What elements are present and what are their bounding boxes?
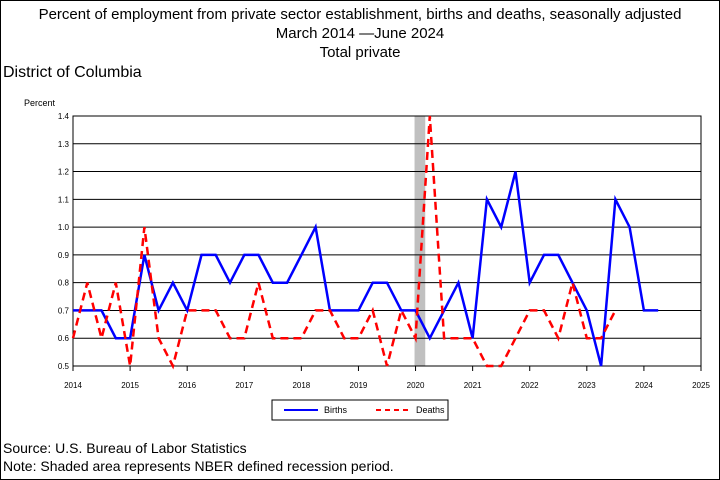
y-tick-label: 1.0 xyxy=(58,223,70,232)
y-tick-label: 0.5 xyxy=(58,362,70,371)
chart-subtitle: Total private xyxy=(319,44,401,61)
x-tick-label: 2025 xyxy=(692,381,710,390)
y-axis-label: Percent xyxy=(24,98,56,108)
x-tick-label: 2024 xyxy=(635,381,653,390)
recession-band xyxy=(414,116,426,366)
y-tick-label: 1.2 xyxy=(58,168,70,177)
x-tick-label: 2022 xyxy=(521,381,539,390)
x-tick-label: 2016 xyxy=(178,381,196,390)
x-tick-label: 2021 xyxy=(464,381,482,390)
y-tick-label: 1.3 xyxy=(58,140,70,149)
x-tick-label: 2019 xyxy=(350,381,368,390)
x-tick-label: 2015 xyxy=(121,381,139,390)
source-note: Source: U.S. Bureau of Labor Statistics xyxy=(3,440,247,456)
series-line-deaths xyxy=(71,115,617,370)
x-tick-label: 2014 xyxy=(64,381,82,390)
x-tick-label: 2017 xyxy=(235,381,253,390)
recession-note: Note: Shaded area represents NBER define… xyxy=(3,458,394,474)
y-tick-label: 0.7 xyxy=(58,306,70,315)
y-tick-label: 0.6 xyxy=(58,334,70,343)
y-tick-label: 0.9 xyxy=(58,251,70,260)
legend-label-deaths: Deaths xyxy=(416,405,445,415)
chart-title: Percent of employment from private secto… xyxy=(38,6,682,23)
legend-box xyxy=(271,399,449,421)
chart-date-range: March 2014 —June 2024 xyxy=(0,25,720,42)
legend-label-births: Births xyxy=(324,405,348,415)
region-label: District of Columbia xyxy=(3,64,142,81)
series-line-births xyxy=(73,171,659,367)
x-tick-label: 2018 xyxy=(292,381,310,390)
date-range-start: March 2014 xyxy=(275,25,355,42)
x-tick-label: 2023 xyxy=(578,381,596,390)
y-tick-label: 1.4 xyxy=(58,112,70,121)
date-range-end: June 2024 xyxy=(374,25,445,42)
date-range-dash: — xyxy=(359,25,375,42)
y-tick-label: 0.8 xyxy=(58,279,70,288)
x-tick-label: 2020 xyxy=(407,381,425,390)
y-tick-label: 1.1 xyxy=(58,195,70,204)
